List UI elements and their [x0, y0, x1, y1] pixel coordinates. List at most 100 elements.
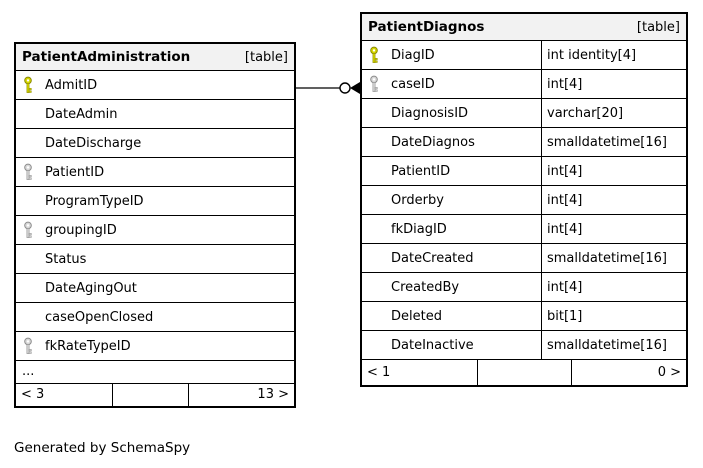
column-name: DateAdmin	[45, 106, 118, 122]
more-columns-row: ...	[16, 361, 294, 384]
icon-placeholder	[369, 133, 379, 151]
column-row: PatientID int[4]	[362, 157, 686, 186]
icon-placeholder	[369, 104, 379, 122]
icon-placeholder	[23, 250, 33, 268]
icon-placeholder	[23, 134, 33, 152]
column-name-cell: CreatedBy	[362, 273, 542, 301]
column-name-cell: DateDischarge	[16, 129, 294, 157]
foreign-key-icon	[369, 75, 379, 93]
column-row: groupingID	[16, 216, 294, 245]
footer-spacer	[113, 384, 189, 406]
generated-by-caption: Generated by SchemaSpy	[14, 440, 191, 456]
column-name: Orderby	[391, 192, 444, 208]
column-type: int[4]	[547, 76, 583, 92]
column-name-cell: caseID	[362, 70, 542, 98]
primary-key-icon	[23, 76, 33, 94]
icon-placeholder	[23, 192, 33, 210]
connector-arrowhead-icon	[350, 82, 360, 94]
column-type: smalldatetime[16]	[547, 134, 667, 150]
column-type: bit[1]	[547, 308, 583, 324]
column-name-cell: Deleted	[362, 302, 542, 330]
foreign-key-icon	[23, 163, 33, 181]
column-name-cell: caseOpenClosed	[16, 303, 294, 331]
table-title[interactable]: PatientDiagnos	[368, 19, 485, 35]
icon-placeholder	[369, 191, 379, 209]
column-row: Orderby int[4]	[362, 186, 686, 215]
column-name: AdmitID	[45, 77, 98, 93]
column-name-cell: ProgramTypeID	[16, 187, 294, 215]
column-type: int[4]	[547, 221, 583, 237]
column-name: PatientID	[45, 164, 105, 180]
footer-spacer	[478, 360, 572, 385]
column-name: DateAgingOut	[45, 280, 137, 296]
column-name: CreatedBy	[391, 279, 460, 295]
relationship-connector	[296, 82, 360, 94]
child-count: 0 >	[657, 365, 681, 380]
column-row: Deleted bit[1]	[362, 302, 686, 331]
column-row: DateDiagnos smalldatetime[16]	[362, 128, 686, 157]
icon-placeholder	[23, 279, 33, 297]
column-row: DateAdmin	[16, 100, 294, 129]
column-name: ProgramTypeID	[45, 193, 144, 209]
child-count: 13 >	[257, 387, 289, 402]
column-row: CreatedBy int[4]	[362, 273, 686, 302]
column-row: Status	[16, 245, 294, 274]
foreign-key-icon	[23, 337, 33, 355]
column-name: caseID	[391, 76, 435, 92]
icon-placeholder	[369, 336, 379, 354]
column-name: PatientID	[391, 163, 451, 179]
column-type: int[4]	[547, 279, 583, 295]
column-name: DiagID	[391, 47, 435, 63]
column-name-cell: Orderby	[362, 186, 542, 214]
column-row: fkRateTypeID	[16, 332, 294, 361]
primary-key-icon	[369, 46, 379, 64]
column-type: varchar[20]	[547, 105, 624, 121]
column-row: AdmitID	[16, 71, 294, 100]
relationship-footer: < 1 0 >	[362, 360, 686, 385]
column-row: ProgramTypeID	[16, 187, 294, 216]
table-header[interactable]: PatientDiagnos [table]	[362, 14, 686, 41]
table-header[interactable]: PatientAdministration [table]	[16, 44, 294, 71]
column-name-cell: fkRateTypeID	[16, 332, 294, 360]
foreign-key-icon	[23, 221, 33, 239]
column-name-cell: DateAgingOut	[16, 274, 294, 302]
column-name: DateInactive	[391, 337, 474, 353]
column-name: groupingID	[45, 222, 117, 238]
column-row: PatientID	[16, 158, 294, 187]
column-name-cell: DateInactive	[362, 331, 542, 359]
column-name-cell: fkDiagID	[362, 215, 542, 243]
column-row: caseID int[4]	[362, 70, 686, 99]
column-row: DiagID int identity[4]	[362, 41, 686, 70]
column-name: Deleted	[391, 308, 442, 324]
column-type: smalldatetime[16]	[547, 337, 667, 353]
parent-count: < 1	[362, 360, 478, 385]
column-type: smalldatetime[16]	[547, 250, 667, 266]
column-row: DateCreated smalldatetime[16]	[362, 244, 686, 273]
column-row: DateAgingOut	[16, 274, 294, 303]
column-type: int[4]	[547, 192, 583, 208]
column-row: DiagnosisID varchar[20]	[362, 99, 686, 128]
column-name: DateCreated	[391, 250, 474, 266]
icon-placeholder	[369, 162, 379, 180]
column-name-cell: DiagnosisID	[362, 99, 542, 127]
table-title[interactable]: PatientAdministration	[22, 49, 191, 65]
icon-placeholder	[369, 278, 379, 296]
relationship-footer: < 3 13 >	[16, 384, 294, 406]
connector-circle	[339, 82, 351, 94]
column-name: fkRateTypeID	[45, 338, 131, 354]
column-name-cell: groupingID	[16, 216, 294, 244]
parent-count: < 3	[16, 384, 113, 406]
column-name-cell: PatientID	[16, 158, 294, 186]
column-name: caseOpenClosed	[45, 309, 154, 325]
column-row: caseOpenClosed	[16, 303, 294, 332]
icon-placeholder	[369, 307, 379, 325]
icon-placeholder	[23, 308, 33, 326]
column-name: DateDischarge	[45, 135, 142, 151]
column-list: DiagID int identity[4] caseID int[4] Diagnos…	[362, 41, 686, 360]
column-type: int[4]	[547, 163, 583, 179]
column-name: DiagnosisID	[391, 105, 469, 121]
table-patient-diagnos[interactable]: PatientDiagnos [table] DiagID int identit…	[360, 12, 688, 387]
column-name-cell: AdmitID	[16, 71, 294, 99]
table-patient-administration[interactable]: PatientAdministration [table] AdmitID Dat…	[14, 42, 296, 408]
